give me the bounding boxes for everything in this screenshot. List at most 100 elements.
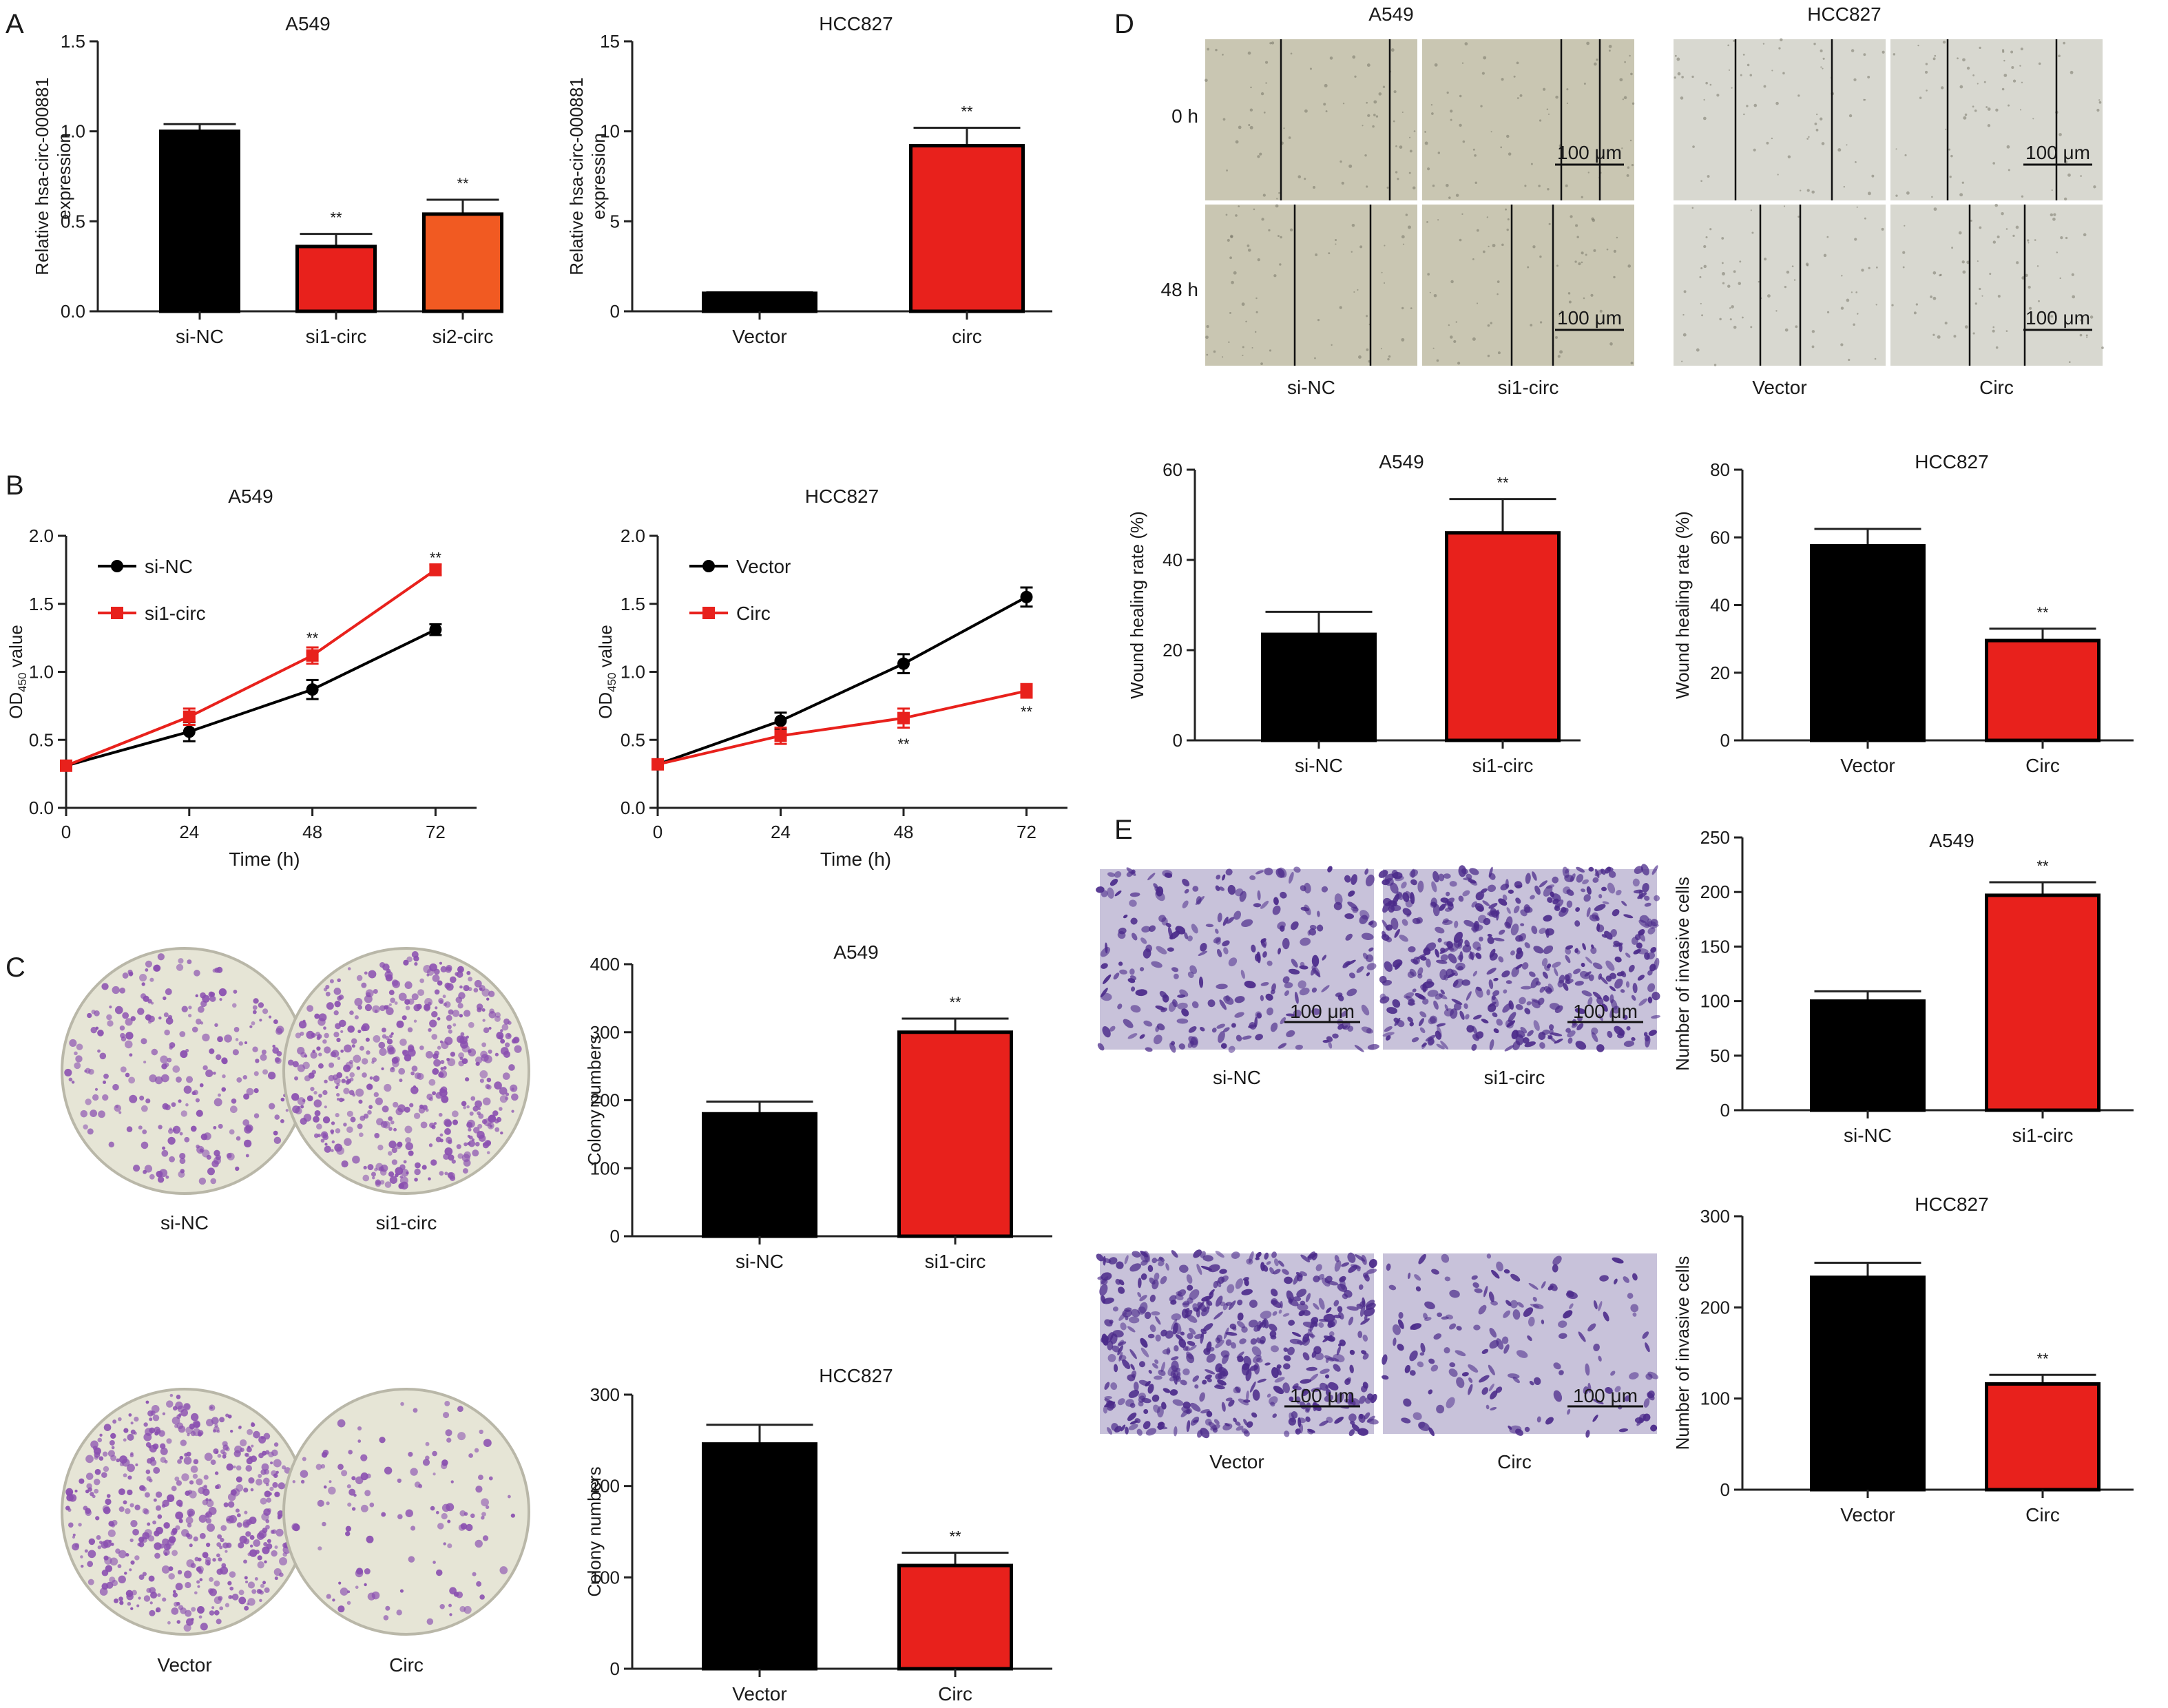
- invasive-cell: [1461, 979, 1471, 986]
- invasive-cell: [1148, 1369, 1152, 1374]
- colony: [107, 1529, 116, 1537]
- colony: [492, 1110, 499, 1116]
- cell-speck: [1826, 236, 1829, 238]
- invasive-cell: [1241, 1428, 1249, 1434]
- colony: [180, 1408, 188, 1417]
- colony: [345, 1525, 352, 1532]
- wound-row-label: 0 h: [1171, 105, 1198, 127]
- invasive-cell: [1599, 1275, 1609, 1282]
- invasive-cell: [1488, 979, 1494, 990]
- invasive-cell: [1505, 980, 1512, 984]
- colony: [384, 1466, 393, 1475]
- bar: [702, 1112, 817, 1238]
- colony: [103, 1466, 110, 1472]
- colony: [180, 1050, 188, 1059]
- invasive-cell: [1349, 1349, 1355, 1355]
- cell-speck: [1257, 155, 1260, 158]
- colony: [313, 1133, 319, 1138]
- colony: [365, 989, 374, 998]
- invasive-cell: [1289, 871, 1294, 884]
- colony: [236, 1476, 242, 1483]
- colony: [366, 1050, 371, 1055]
- colony: [176, 1620, 181, 1624]
- invasive-cell: [1453, 1003, 1462, 1011]
- invasive-cell: [1126, 871, 1133, 877]
- cell-speck: [1950, 154, 1953, 158]
- cell-speck: [1329, 56, 1333, 60]
- cell-speck: [1207, 48, 1210, 51]
- cell-speck: [2005, 228, 2008, 230]
- invasive-cell: [1236, 1426, 1244, 1431]
- colony: [75, 1055, 83, 1063]
- invasive-cell: [1456, 1377, 1465, 1388]
- colony: [405, 1509, 413, 1517]
- invasive-cell: [1348, 972, 1356, 979]
- colony: [143, 1061, 147, 1064]
- invasive-cell: [1384, 961, 1393, 972]
- cell-speck: [1721, 237, 1724, 240]
- cell-speck: [1863, 98, 1865, 101]
- wound-column-label: Vector: [1752, 377, 1806, 398]
- colony: [180, 1439, 187, 1446]
- invasive-cell: [1587, 1382, 1592, 1393]
- y-tick-label: 0: [1173, 730, 1182, 751]
- invasive-cell: [1368, 1258, 1377, 1269]
- colony: [373, 989, 378, 994]
- invasive-cell: [1196, 1264, 1202, 1275]
- invasive-cell: [1582, 879, 1589, 885]
- invasive-cell: [1254, 1017, 1258, 1028]
- cell-speck: [1893, 53, 1896, 56]
- invasive-cell: [1457, 938, 1463, 947]
- invasive-cell: [1103, 1406, 1108, 1414]
- invasive-cell: [1486, 968, 1497, 975]
- cell-speck: [1260, 92, 1264, 96]
- invasive-cell: [1609, 994, 1614, 1003]
- colony: [500, 1029, 503, 1032]
- colony: [479, 1594, 485, 1600]
- invasive-cell: [1409, 1021, 1414, 1027]
- invasive-cell: [1513, 905, 1520, 914]
- colony: [431, 1034, 438, 1040]
- invasive-cell: [1466, 991, 1472, 1001]
- invasive-cell: [1100, 988, 1108, 998]
- invasive-cell: [1401, 919, 1408, 926]
- invasive-cell: [1442, 918, 1449, 924]
- cell-speck: [1340, 160, 1342, 163]
- significance-label: **: [1497, 475, 1509, 492]
- cell-speck: [1623, 96, 1627, 100]
- invasive-cell: [1446, 968, 1454, 977]
- colony: [351, 1038, 357, 1044]
- colony: [469, 1111, 474, 1116]
- invasive-cell: [1171, 1313, 1182, 1321]
- y-tick-label: 80: [1710, 459, 1730, 480]
- invasive-cell: [1192, 886, 1199, 892]
- colony: [337, 1605, 345, 1613]
- invasive-cell: [1394, 875, 1404, 882]
- colony: [186, 1451, 191, 1457]
- invasive-cell: [1328, 1041, 1333, 1049]
- x-tick-label: si1-circ: [925, 1251, 986, 1272]
- invasive-cell: [1256, 1337, 1261, 1344]
- colony: [446, 1024, 452, 1030]
- cell-speck: [1771, 137, 1773, 140]
- invasive-cell: [1515, 935, 1523, 942]
- invasive-cell: [1129, 968, 1135, 975]
- cell-speck: [1461, 213, 1463, 216]
- cell-speck: [1742, 316, 1744, 319]
- invasive-cell: [1272, 905, 1281, 915]
- y-tick-label: 1.0: [29, 662, 54, 683]
- invasive-cell: [1440, 954, 1448, 961]
- colony: [232, 1049, 239, 1056]
- wound-column-label: si1-circ: [1498, 377, 1559, 398]
- invasive-cell: [1609, 1008, 1614, 1018]
- cell-speck: [2056, 251, 2058, 253]
- cell-speck: [1516, 97, 1519, 99]
- cell-speck: [1913, 311, 1917, 315]
- colony: [193, 1090, 198, 1096]
- y-tick-label: 400: [590, 954, 620, 975]
- cell-speck: [1957, 57, 1959, 60]
- cell-speck: [1997, 235, 2000, 238]
